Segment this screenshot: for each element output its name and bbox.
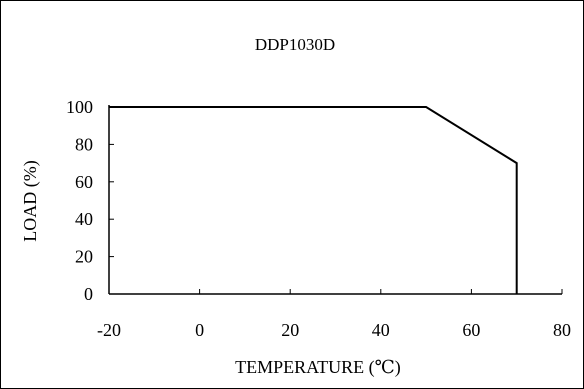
x-axis-label: TEMPERATURE (℃) — [235, 357, 401, 378]
x-tick-label: 40 — [372, 320, 390, 340]
y-tick-label: 0 — [84, 284, 93, 304]
y-tick-label: 100 — [66, 97, 93, 117]
x-tick-label: -20 — [97, 320, 121, 340]
y-tick-label: 20 — [75, 247, 93, 267]
y-tick-label: 80 — [75, 134, 93, 154]
y-tick-label: 60 — [75, 172, 93, 192]
x-tick-label: 80 — [553, 320, 571, 340]
chart-title: DDP1030D — [255, 35, 335, 54]
series-line-0 — [109, 106, 518, 294]
x-tick-label: 0 — [195, 320, 204, 340]
y-axis-label: LOAD (%) — [20, 160, 41, 241]
x-tick-label: 60 — [462, 320, 480, 340]
y-tick-label: 40 — [75, 209, 93, 229]
x-tick-label: 20 — [281, 320, 299, 340]
